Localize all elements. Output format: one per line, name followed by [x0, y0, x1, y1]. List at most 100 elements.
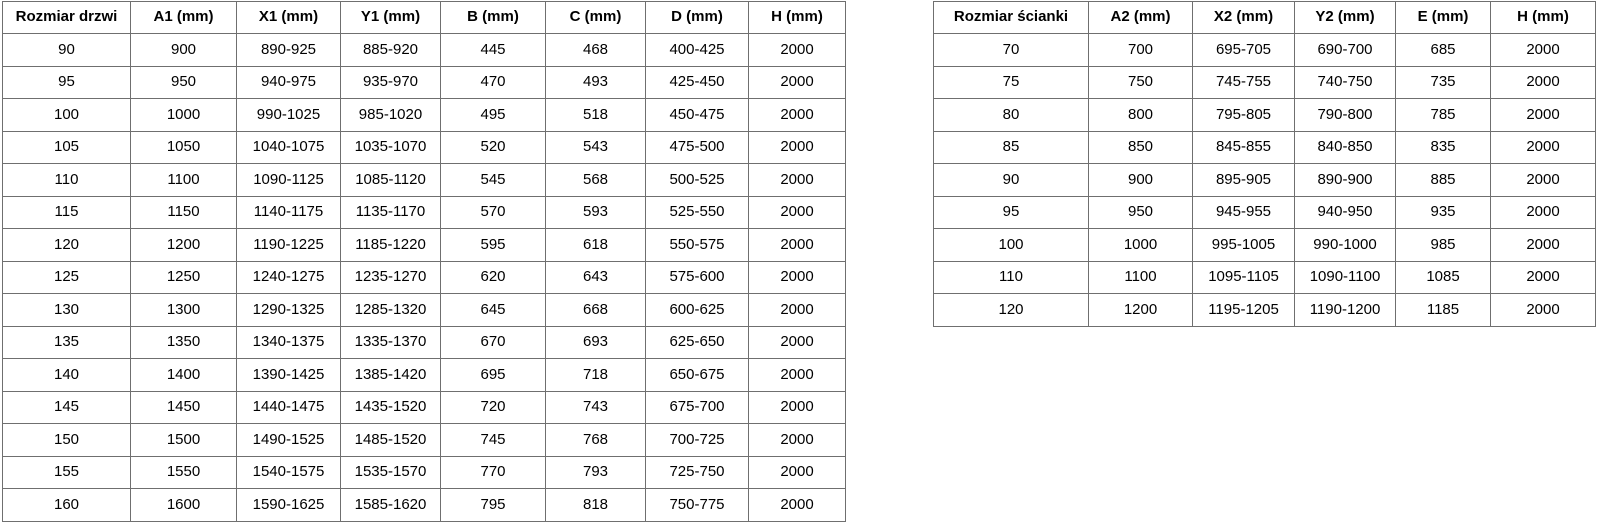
table-cell: 450-475 — [645, 98, 749, 132]
table-cell: 795 — [440, 488, 546, 522]
table-cell: 1095-1105 — [1192, 260, 1295, 294]
column-header-2: A2 (mm) — [1088, 1, 1193, 34]
table-cell: 1435-1520 — [340, 390, 441, 424]
table-cell: 1050 — [130, 130, 237, 164]
table-cell: 1285-1320 — [340, 293, 441, 327]
table-cell: 625-650 — [645, 325, 749, 359]
table-cell: 570 — [440, 195, 546, 229]
table-cell: 2000 — [1490, 65, 1596, 99]
table-cell: 1300 — [130, 293, 237, 327]
table-cell: 750-775 — [645, 488, 749, 522]
table-cell: 100 — [933, 228, 1089, 262]
table-cell: 1085-1120 — [340, 163, 441, 197]
table-header-row: Rozmiar ścianki A2 (mm) X2 (mm) Y2 (mm) E (m… — [933, 1, 1596, 34]
table-row: 105 1050 1040-1075 1035-1070 520 543 475-500 20… — [2, 130, 846, 164]
table-cell: 2000 — [748, 163, 846, 197]
table-cell: 2000 — [748, 228, 846, 262]
table-cell: 493 — [545, 65, 646, 99]
table-cell: 425-450 — [645, 65, 749, 99]
table-cell: 1085 — [1395, 260, 1491, 294]
column-header-4: Y2 (mm) — [1294, 1, 1396, 34]
table-cell: 2000 — [748, 98, 846, 132]
table-row: 115 1150 1140-1175 1135-1170 570 593 525-550 20… — [2, 195, 846, 229]
column-header-6: C (mm) — [545, 1, 646, 34]
table-cell: 475-500 — [645, 130, 749, 164]
table-cell: 685 — [1395, 33, 1491, 67]
table-cell: 1550 — [130, 455, 237, 489]
column-header-3: X2 (mm) — [1192, 1, 1295, 34]
table-cell: 1440-1475 — [236, 390, 341, 424]
table-row: 110 1100 1090-1125 1085-1120 545 568 500-525 20… — [2, 163, 846, 197]
table-cell: 845-855 — [1192, 130, 1295, 164]
table-cell: 1540-1575 — [236, 455, 341, 489]
table-cell: 90 — [2, 33, 131, 67]
table-cell: 670 — [440, 325, 546, 359]
table-cell: 1135-1170 — [340, 195, 441, 229]
table-cell: 718 — [545, 358, 646, 392]
table-cell: 80 — [933, 98, 1089, 132]
table-cell: 85 — [933, 130, 1089, 164]
table-cell: 990-1000 — [1294, 228, 1396, 262]
column-header-8: H (mm) — [748, 1, 846, 34]
column-header-5: E (mm) — [1395, 1, 1491, 34]
table-cell: 595 — [440, 228, 546, 262]
column-header-4: Y1 (mm) — [340, 1, 441, 34]
table-cell: 945-955 — [1192, 195, 1295, 229]
table-cell: 1535-1570 — [340, 455, 441, 489]
table-cell: 1385-1420 — [340, 358, 441, 392]
table-cell: 120 — [933, 293, 1089, 327]
table-row: 125 1250 1240-1275 1235-1270 620 643 575-600 20… — [2, 260, 846, 294]
table-row: 135 1350 1340-1375 1335-1370 670 693 625-650 20… — [2, 325, 846, 359]
table-cell: 1200 — [130, 228, 237, 262]
table-cell: 1200 — [1088, 293, 1193, 327]
table-header-row: Rozmiar drzwi A1 (mm) X1 (mm) Y1 (mm) B (mm)… — [2, 1, 846, 34]
column-header-7: D (mm) — [645, 1, 749, 34]
table-cell: 468 — [545, 33, 646, 67]
table-cell: 1090-1100 — [1294, 260, 1396, 294]
table-cell: 1450 — [130, 390, 237, 424]
table-cell: 568 — [545, 163, 646, 197]
table-row: 95 950 940-975 935-970 470 493 425-450 2000 — [2, 65, 846, 99]
table-cell: 750 — [1088, 65, 1193, 99]
column-header-1: Rozmiar ścianki — [933, 1, 1089, 34]
table-cell: 1195-1205 — [1192, 293, 1295, 327]
table-row: 120 1200 1190-1225 1185-1220 595 618 550-575 20… — [2, 228, 846, 262]
table-cell: 700-725 — [645, 423, 749, 457]
table-cell: 2000 — [748, 423, 846, 457]
table-cell: 2000 — [748, 65, 846, 99]
table-cell: 2000 — [1490, 228, 1596, 262]
table-cell: 1000 — [1088, 228, 1193, 262]
table-cell: 1240-1275 — [236, 260, 341, 294]
table-cell: 2000 — [1490, 130, 1596, 164]
table-row: 130 1300 1290-1325 1285-1320 645 668 600-625 20… — [2, 293, 846, 327]
table-cell: 793 — [545, 455, 646, 489]
table-cell: 990-1025 — [236, 98, 341, 132]
table-cell: 160 — [2, 488, 131, 522]
table-cell: 895-905 — [1192, 163, 1295, 197]
table-cell: 890-925 — [236, 33, 341, 67]
table-cell: 768 — [545, 423, 646, 457]
table-cell: 900 — [1088, 163, 1193, 197]
table-cell: 110 — [933, 260, 1089, 294]
table-cell: 1590-1625 — [236, 488, 341, 522]
table-cell: 1000 — [130, 98, 237, 132]
table-row: 100 1000 990-1025 985-1020 495 518 450-475 2000 — [2, 98, 846, 132]
wall-table-body: 70 700 695-705 690-700 685 2000 75 750 745-755 74… — [933, 33, 1596, 327]
table-cell: 550-575 — [645, 228, 749, 262]
table-row: 120 1200 1195-1205 1190-1200 1185 2000 — [933, 293, 1596, 327]
table-cell: 545 — [440, 163, 546, 197]
table-cell: 1490-1525 — [236, 423, 341, 457]
table-row: 90 900 890-925 885-920 445 468 400-425 2000 — [2, 33, 846, 67]
table-cell: 495 — [440, 98, 546, 132]
column-header-5: B (mm) — [440, 1, 546, 34]
table-cell: 743 — [545, 390, 646, 424]
table-cell: 995-1005 — [1192, 228, 1295, 262]
table-cell: 100 — [2, 98, 131, 132]
table-cell: 1040-1075 — [236, 130, 341, 164]
table-cell: 885 — [1395, 163, 1491, 197]
table-cell: 2000 — [1490, 293, 1596, 327]
table-cell: 935-970 — [340, 65, 441, 99]
table-cell: 935 — [1395, 195, 1491, 229]
table-cell: 95 — [2, 65, 131, 99]
wall-panel-dimensions-table: Rozmiar ścianki A2 (mm) X2 (mm) Y2 (mm) E (m… — [933, 1, 1596, 327]
